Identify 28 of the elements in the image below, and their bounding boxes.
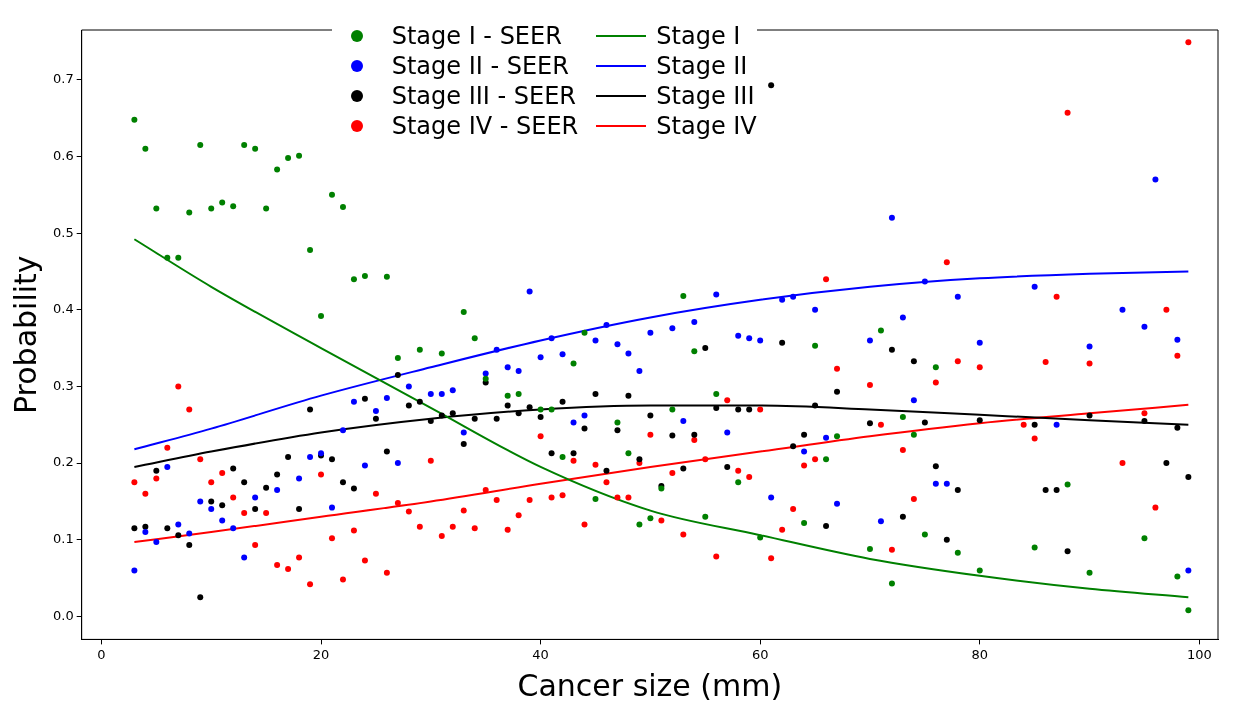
legend-label: Stage III bbox=[656, 82, 755, 110]
line-series bbox=[133, 403, 1190, 544]
legend-label: Stage II - SEER bbox=[391, 52, 569, 80]
legend-label: Stage IV bbox=[656, 112, 757, 140]
y-tick-label: 0.5 bbox=[52, 224, 74, 240]
x-tick-label: 100 bbox=[1186, 646, 1212, 662]
x-axis-title: Cancer size (mm) bbox=[517, 667, 783, 703]
legend-label: Stage IV - SEER bbox=[391, 112, 579, 140]
line-series bbox=[133, 270, 1190, 451]
y-tick-label: 0.1 bbox=[52, 531, 74, 547]
legend-label: Stage II bbox=[656, 52, 748, 80]
legend-label: Stage I - SEER bbox=[391, 22, 562, 50]
y-tick-label: 0.6 bbox=[52, 147, 74, 163]
legend-label: Stage III - SEER bbox=[391, 82, 577, 110]
line-series bbox=[133, 404, 1190, 468]
x-tick-label: 40 bbox=[532, 646, 549, 662]
y-tick-label: 0.2 bbox=[52, 454, 74, 470]
y-axis-title: Probability bbox=[7, 255, 43, 414]
x-tick-label: 20 bbox=[312, 646, 330, 662]
line-series bbox=[133, 238, 1190, 599]
x-tick-label: 0 bbox=[97, 646, 106, 662]
y-tick-label: 0.3 bbox=[52, 377, 74, 393]
x-tick-label: 60 bbox=[751, 646, 769, 662]
legend-label: Stage I bbox=[656, 22, 741, 50]
y-tick-label: 0.7 bbox=[52, 71, 74, 87]
y-tick-label: 0.0 bbox=[52, 607, 74, 623]
y-tick-label: 0.4 bbox=[52, 301, 74, 317]
x-tick-label: 80 bbox=[971, 646, 989, 662]
